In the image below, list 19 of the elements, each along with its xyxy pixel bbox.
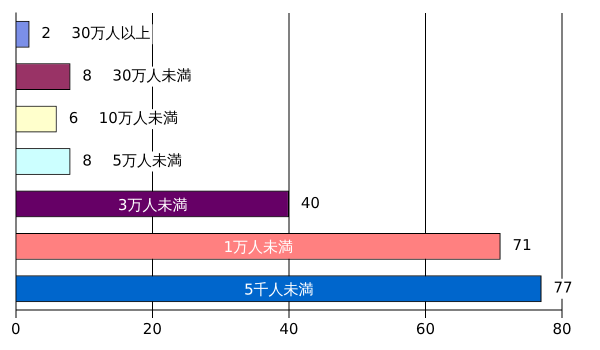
y-tick-label: 5万人未満 — [112, 151, 182, 170]
data-label: 40 — [300, 194, 320, 212]
y-tick-label: 30万人未満 — [112, 66, 192, 85]
data-label: 71 — [512, 236, 532, 254]
data-label: 8 — [82, 151, 92, 170]
y-tick-label: 30万人以上 — [71, 24, 151, 42]
x-tick-label: 20 — [142, 320, 162, 338]
x-tick-label: 80 — [552, 320, 572, 338]
data-label: 6 — [68, 108, 78, 127]
y-tick-label: 1万人未満 — [224, 238, 294, 256]
y-tick-label: 10万人未満 — [98, 108, 178, 127]
y-tick-label: 5千人未満 — [244, 280, 314, 299]
data-label: 77 — [554, 278, 573, 297]
data-label: 8 — [82, 66, 92, 85]
y-tick-label: 3万人未満 — [118, 196, 188, 214]
x-tick-label: 40 — [279, 320, 298, 338]
x-tick-label: 60 — [416, 320, 435, 338]
data-label: 2 — [41, 24, 51, 42]
x-tick-label: 0 — [11, 320, 21, 338]
